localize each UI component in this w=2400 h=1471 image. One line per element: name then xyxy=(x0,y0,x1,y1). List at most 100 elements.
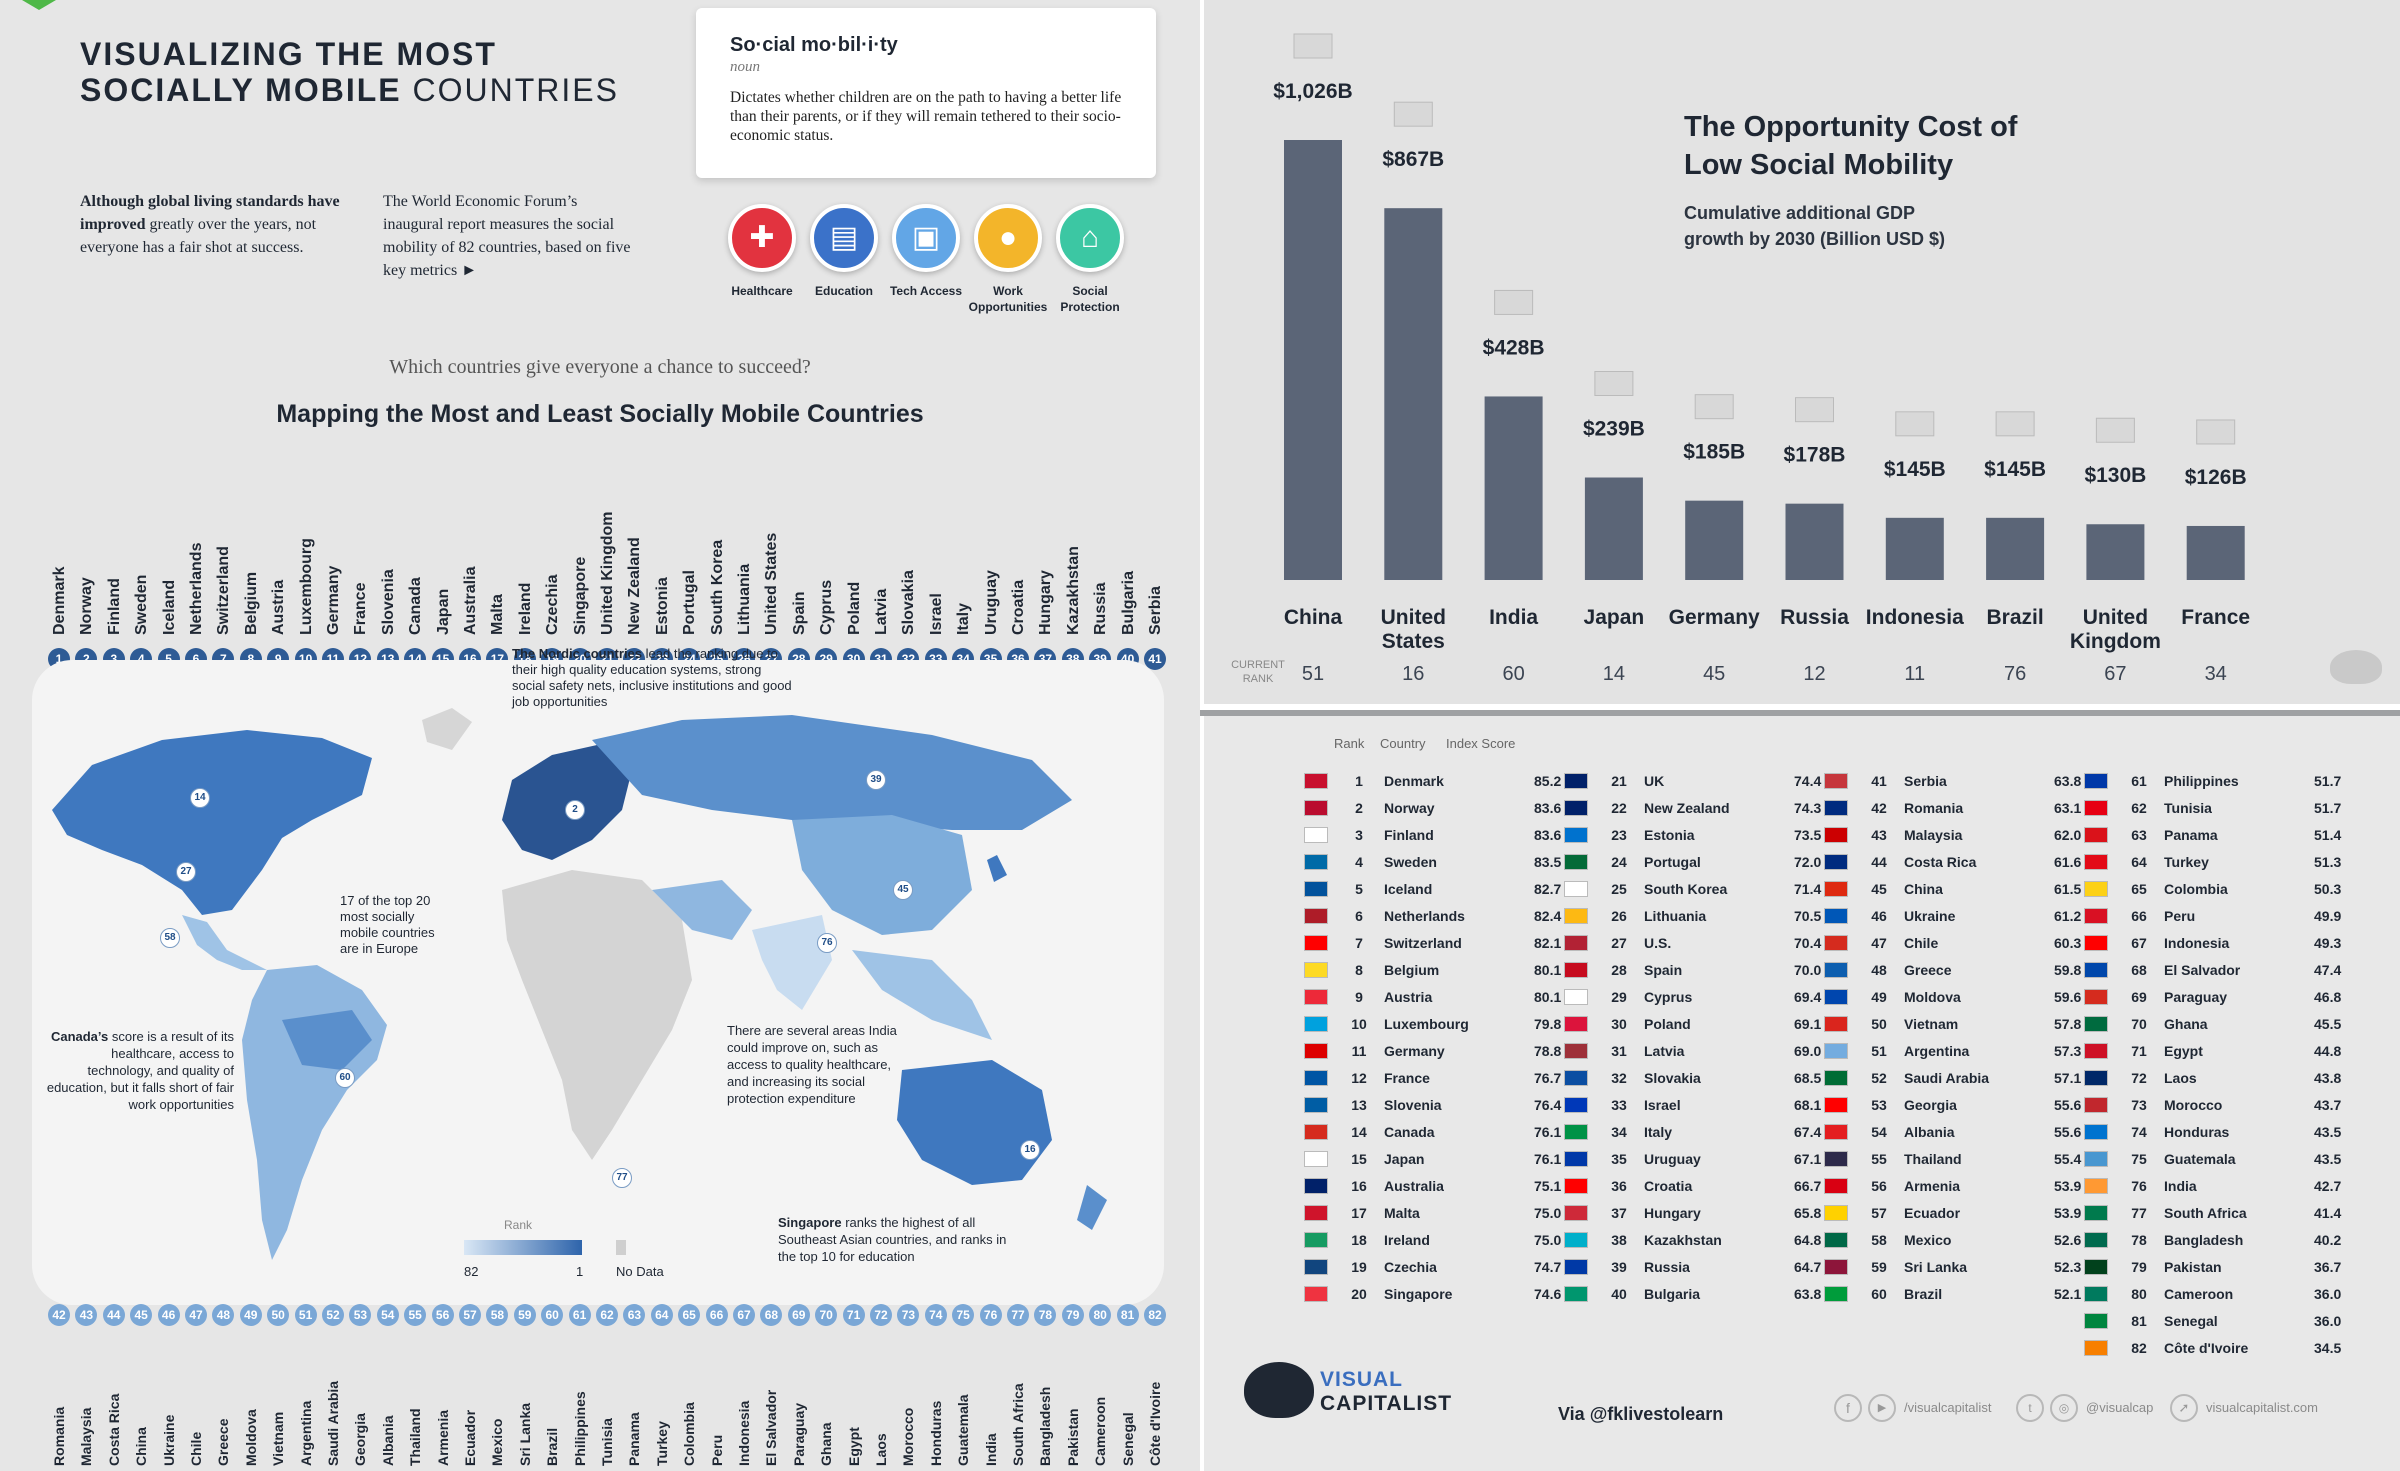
twitter-icon[interactable]: t xyxy=(2016,1394,2044,1422)
bottom-country-label: Argentina xyxy=(297,1400,314,1466)
social-handle-1[interactable]: /visualcapitalist xyxy=(1904,1400,1992,1415)
social-handle-2[interactable]: @visualcap xyxy=(2086,1400,2154,1415)
country-cell: South Africa xyxy=(2164,1205,2247,1221)
title-bold: SOCIALLY MOBILE xyxy=(80,72,402,108)
map-rank-canada: 14 xyxy=(190,788,210,808)
bottom-country-label: Turkey xyxy=(653,1421,670,1466)
rank-cell: 79 xyxy=(2131,1259,2147,1275)
country-cell: Greece xyxy=(1904,962,1952,978)
country-cell: Ghana xyxy=(2164,1016,2208,1032)
score-cell: 75.0 xyxy=(1534,1232,1562,1248)
bar xyxy=(1284,140,1342,580)
bottom-rank-dot: 52 xyxy=(322,1304,344,1326)
country-cell: Georgia xyxy=(1904,1097,1957,1113)
bar-category-label: Indonesia xyxy=(1866,606,1964,629)
singapore-bold: Singapore xyxy=(778,1215,842,1230)
rank-cell: 38 xyxy=(1611,1232,1627,1248)
flag-icon xyxy=(2084,1097,2108,1113)
table-row: 23 Estonia 73.5 xyxy=(1564,822,1854,849)
country-cell: Slovakia xyxy=(1644,1070,1701,1086)
score-cell: 52.6 xyxy=(2054,1232,2082,1248)
country-cell: Malta xyxy=(1384,1205,1420,1221)
flag-icon xyxy=(1995,411,2035,437)
header-rank: Rank xyxy=(1334,736,1365,751)
bar-rank-label: 12 xyxy=(1803,663,1825,685)
table-row: 71 Egypt 44.8 xyxy=(2084,1038,2374,1065)
bar-category-label: Brazil xyxy=(1987,606,2044,629)
country-cell: Costa Rica xyxy=(1904,854,1977,870)
score-cell: 67.1 xyxy=(1794,1151,1822,1167)
rank-cell: 48 xyxy=(1871,962,1887,978)
rank-cell: 68 xyxy=(2131,962,2147,978)
rank-cell: 28 xyxy=(1611,962,1627,978)
map-rank-india: 76 xyxy=(817,933,837,953)
legend-title: Rank xyxy=(504,1218,533,1232)
youtube-icon[interactable]: ▶ xyxy=(1868,1394,1896,1422)
score-cell: 83.5 xyxy=(1534,854,1562,870)
score-cell: 70.4 xyxy=(1794,935,1822,951)
table-row: 20 Singapore 74.6 xyxy=(1304,1281,1594,1308)
table-row: 37 Hungary 65.8 xyxy=(1564,1200,1854,1227)
flag-icon xyxy=(1564,1232,1588,1248)
bottom-rank-dot: 77 xyxy=(1007,1304,1029,1326)
flag-icon xyxy=(2095,417,2135,443)
country-cell: Armenia xyxy=(1904,1178,1961,1194)
table-row: 22 New Zealand 74.3 xyxy=(1564,795,1854,822)
rank-cell: 76 xyxy=(2131,1178,2147,1194)
metric-label: Social Protection xyxy=(1060,284,1120,314)
table-row: 65 Colombia 50.3 xyxy=(2084,876,2374,903)
rank-cell: 1 xyxy=(1355,773,1363,789)
bottom-rank-dot: 45 xyxy=(130,1304,153,1326)
website-link[interactable]: visualcapitalist.com xyxy=(2206,1400,2318,1415)
score-cell: 50.3 xyxy=(2314,881,2342,897)
bottom-rank-dot: 74 xyxy=(924,1304,947,1326)
country-cell: Guatemala xyxy=(2164,1151,2236,1167)
score-cell: 76.1 xyxy=(1534,1151,1562,1167)
country-cell: Uruguay xyxy=(1644,1151,1701,1167)
bottom-country-label: El Salvador xyxy=(763,1389,780,1466)
rank-cell: 42 xyxy=(1871,800,1887,816)
country-cell: Argentina xyxy=(1904,1043,1970,1059)
rank-cell: 46 xyxy=(1871,908,1887,924)
score-cell: 69.0 xyxy=(1794,1043,1822,1059)
table-row: 17 Malta 75.0 xyxy=(1304,1200,1594,1227)
facebook-icon[interactable]: f xyxy=(1834,1394,1862,1422)
canada-bold: Canada’s xyxy=(50,1029,109,1044)
flag-icon xyxy=(1824,1097,1848,1113)
map-area xyxy=(32,660,1164,1305)
flag-icon xyxy=(1824,1178,1848,1194)
bottom-rank-dot: 80 xyxy=(1089,1304,1112,1326)
country-cell: Albania xyxy=(1904,1124,1955,1140)
country-cell: Saudi Arabia xyxy=(1904,1070,1990,1086)
country-cell: Japan xyxy=(1384,1151,1425,1167)
table-row: 15 Japan 76.1 xyxy=(1304,1146,1594,1173)
cursor-icon[interactable]: ➚ xyxy=(2170,1394,2198,1422)
rank-cell: 39 xyxy=(1611,1259,1627,1275)
top-country-label: Israel xyxy=(927,593,945,635)
bottom-rank-dot: 62 xyxy=(596,1304,618,1326)
score-cell: 40.2 xyxy=(2314,1232,2342,1248)
flag-icon xyxy=(1304,1043,1328,1059)
flag-icon xyxy=(1895,411,1935,437)
map-rank-australia: 16 xyxy=(1020,1140,1040,1160)
country-cell: Spain xyxy=(1644,962,1683,978)
score-cell: 41.4 xyxy=(2314,1205,2342,1221)
current-rank-label-line-2: RANK xyxy=(1242,673,1274,685)
table-row: 16 Australia 75.1 xyxy=(1304,1173,1594,1200)
country-cell: Estonia xyxy=(1644,827,1695,843)
bottom-country-label: Chile xyxy=(188,1431,204,1466)
top-country-label: Poland xyxy=(845,581,863,635)
rank-cell: 34 xyxy=(1611,1124,1627,1140)
map-title: Mapping the Most and Least Socially Mobi… xyxy=(276,400,924,428)
score-cell: 59.6 xyxy=(2054,989,2082,1005)
bar-rank-label: 34 xyxy=(2205,663,2227,685)
country-cell: Portugal xyxy=(1644,854,1701,870)
table-row: 49 Moldova 59.6 xyxy=(1824,984,2114,1011)
country-cell: Switzerland xyxy=(1384,935,1462,951)
country-cell: Australia xyxy=(1384,1178,1444,1194)
score-cell: 85.2 xyxy=(1534,773,1562,789)
top-country-label: Iceland xyxy=(160,579,178,635)
instagram-icon[interactable]: ◎ xyxy=(2050,1394,2078,1422)
score-cell: 34.5 xyxy=(2314,1340,2342,1356)
title-line-1: VISUALIZING THE MOST xyxy=(80,36,497,72)
